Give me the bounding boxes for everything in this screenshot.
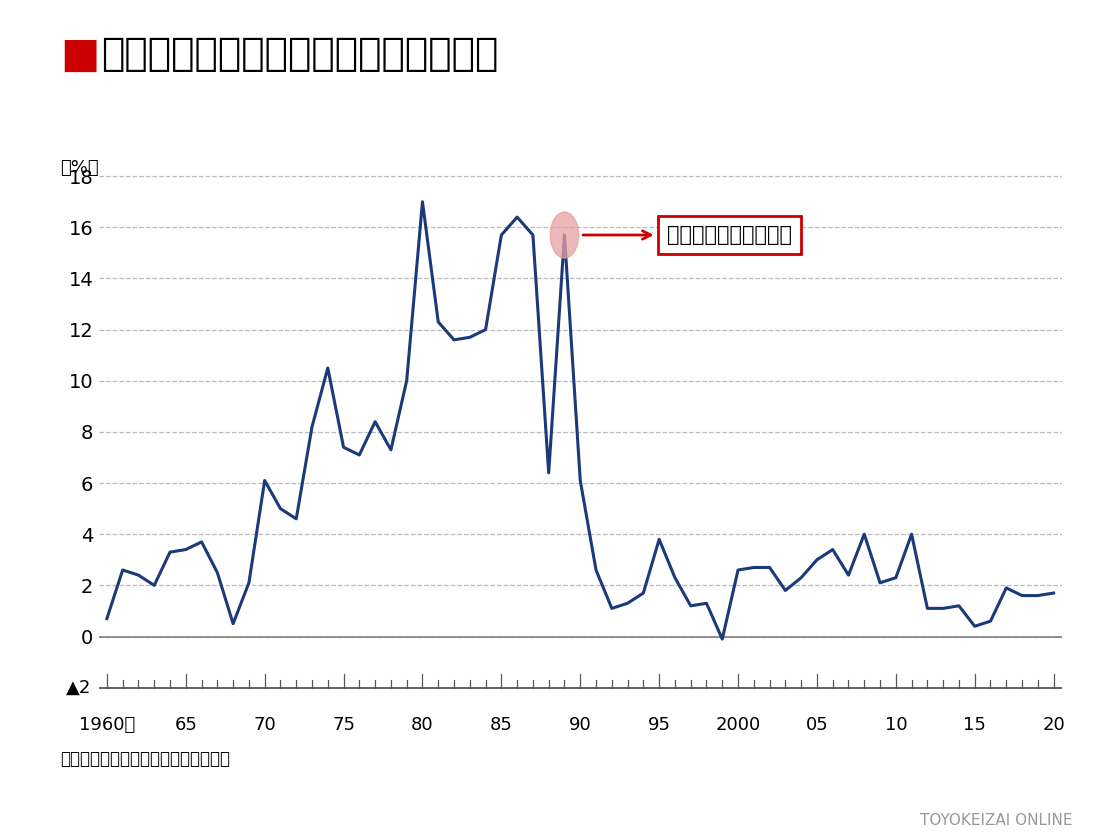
Text: （%）: （%）: [60, 159, 99, 177]
Text: ニュージーランドのインフレ率の推移: ニュージーランドのインフレ率の推移: [101, 35, 498, 74]
Text: インフレ目標政策開始: インフレ目標政策開始: [583, 225, 792, 245]
Text: ■: ■: [60, 34, 100, 75]
Text: （出所）世界銀行データより筆者作成: （出所）世界銀行データより筆者作成: [60, 750, 231, 768]
Text: TOYOKEIZAI ONLINE: TOYOKEIZAI ONLINE: [920, 813, 1072, 828]
Circle shape: [550, 212, 579, 258]
Text: ▲2: ▲2: [66, 679, 91, 696]
